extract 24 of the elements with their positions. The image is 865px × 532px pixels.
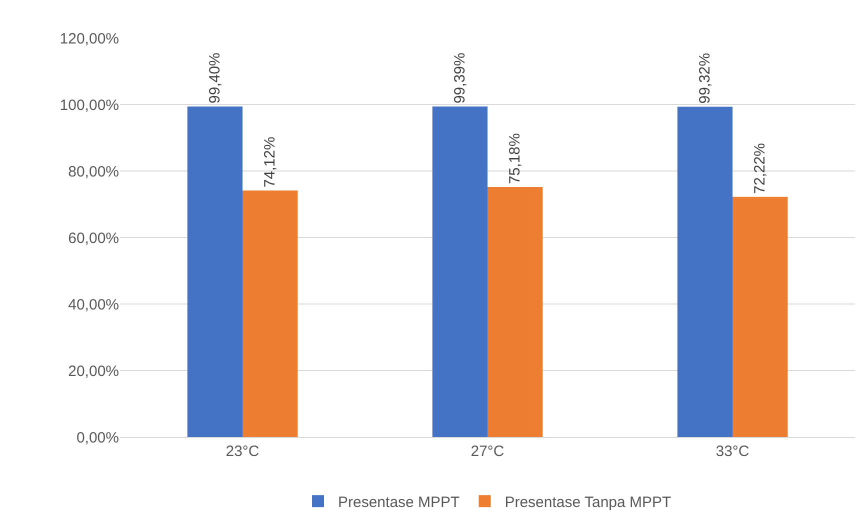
bar [432, 106, 488, 437]
y-tick-label: 20,00% [68, 362, 119, 380]
data-label: 99,40% [206, 52, 224, 104]
bar [488, 187, 543, 437]
y-tick-label: 0,00% [76, 429, 119, 446]
data-label: 99,39% [451, 52, 468, 104]
bar [187, 106, 242, 437]
y-tick-label: 60,00% [68, 230, 119, 247]
data-label: 75,18% [506, 133, 524, 184]
y-tick-label: 100,00% [60, 96, 119, 114]
x-tick-label: 27°C [470, 443, 504, 460]
x-tick-label: 33°C [716, 443, 750, 460]
x-tick-label: 23°C [226, 443, 260, 460]
data-label: 72,22% [752, 142, 769, 194]
data-label: 99,32% [696, 52, 714, 104]
legend-label: Presentase MPPT [338, 494, 460, 511]
bar [732, 196, 788, 437]
bar [677, 106, 732, 437]
legend-label: Presentase Tanpa MPPT [504, 494, 672, 511]
y-tick-label: 40,00% [68, 296, 119, 314]
data-label: 74,12% [262, 136, 279, 188]
y-tick-label: 80,00% [68, 163, 119, 180]
bar [242, 190, 298, 437]
y-tick-label: 120,00% [60, 30, 119, 48]
